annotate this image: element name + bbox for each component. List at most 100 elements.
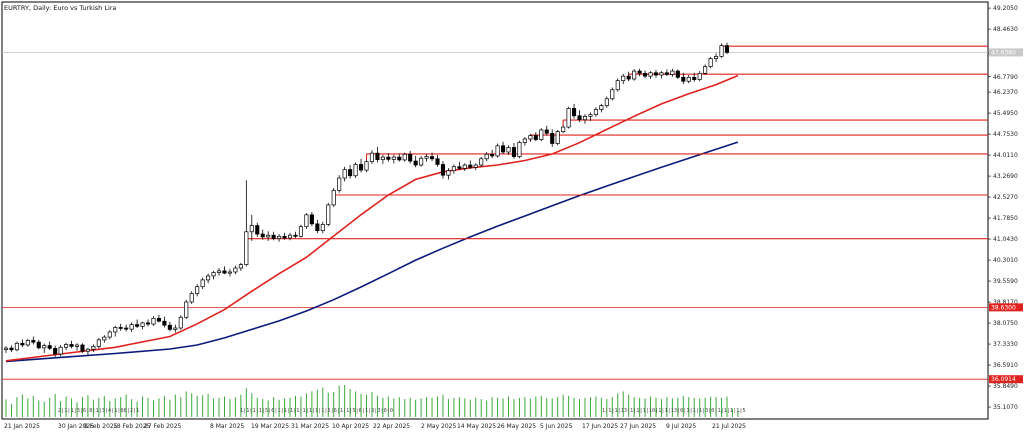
candle-body xyxy=(277,235,282,239)
candle-body xyxy=(544,129,549,134)
candle-body xyxy=(664,72,669,75)
x-tick-label: 5 Jun 2025 xyxy=(540,423,572,430)
x-tick-label: 31 Mar 2025 xyxy=(291,423,329,430)
candle-body xyxy=(36,341,41,349)
candle-body xyxy=(626,75,631,80)
price-tag-box xyxy=(989,48,1023,57)
y-tick-label: 49.2050 xyxy=(993,5,1018,12)
candle-body xyxy=(320,224,325,232)
candle-body xyxy=(200,279,205,288)
candle-body xyxy=(53,348,58,355)
x-tick-label: 21 Jan 2025 xyxy=(4,423,40,430)
candle-body xyxy=(364,161,369,171)
candle-body xyxy=(337,177,342,191)
y-tick-label: 35.8490 xyxy=(993,383,1018,390)
candle-body xyxy=(593,109,598,115)
candle-body xyxy=(566,108,571,128)
candle-body xyxy=(375,152,380,160)
candle-body xyxy=(451,166,456,172)
candle-body xyxy=(440,164,446,176)
candle-body xyxy=(435,158,440,165)
candle-body xyxy=(577,115,582,121)
candle-body xyxy=(102,336,107,341)
candle-body xyxy=(599,105,604,110)
x-tick-label: 2 May 2025 xyxy=(421,423,456,430)
candle-body xyxy=(342,169,347,179)
candle-body xyxy=(424,156,429,159)
candle-body xyxy=(173,327,178,330)
volume-note: 1|1|1|1|5|6|1|1|1|1|1|1|1|1|5|6|1|1|5|6|… xyxy=(240,408,393,414)
candle-body xyxy=(391,156,396,160)
candle-body xyxy=(287,234,293,239)
candle-body xyxy=(331,190,336,206)
candle-body xyxy=(58,346,63,355)
candle-body xyxy=(162,320,167,326)
x-tick-label: 8 Mar 2025 xyxy=(210,423,244,430)
candle-body xyxy=(244,231,249,265)
candle-body xyxy=(511,147,517,157)
x-tick-label: 26 May 2025 xyxy=(497,423,536,430)
candle-body xyxy=(637,70,642,74)
candle-body xyxy=(74,344,80,347)
candle-body xyxy=(462,164,467,169)
candle-body xyxy=(522,138,527,143)
candle-body xyxy=(724,45,730,53)
candle-body xyxy=(675,70,680,78)
candle-body xyxy=(643,72,648,77)
candle-body xyxy=(271,234,276,239)
x-tick-label: 17 Jun 2025 xyxy=(582,423,618,430)
candle-body xyxy=(184,301,189,318)
candle-body xyxy=(430,156,435,160)
candle-body xyxy=(659,72,664,76)
candle-body xyxy=(419,157,424,166)
y-tick-label: 45.4950 xyxy=(993,110,1018,117)
y-tick-label: 42.5270 xyxy=(993,194,1018,201)
candle-body xyxy=(233,267,238,273)
candle-body xyxy=(686,76,691,82)
candle-body xyxy=(484,153,489,160)
candle-body xyxy=(653,72,659,76)
candle-body xyxy=(118,327,123,329)
candle-body xyxy=(211,272,216,277)
x-tick-label: 22 Apr 2025 xyxy=(373,423,410,430)
candle-body xyxy=(615,80,620,91)
candle-body xyxy=(140,322,145,327)
candle-body xyxy=(189,293,194,303)
candle-body xyxy=(528,135,533,140)
candle-body xyxy=(260,233,265,238)
candle-body xyxy=(315,223,320,232)
candle-body xyxy=(9,347,14,351)
x-tick-label: 14 May 2025 xyxy=(457,423,496,430)
y-tick-label: 40.3010 xyxy=(993,257,1018,264)
candle-body xyxy=(64,344,69,348)
candle-body xyxy=(380,156,385,160)
candle-body xyxy=(3,347,9,350)
candle-body xyxy=(80,344,85,352)
candle-body xyxy=(266,234,271,238)
candle-body xyxy=(304,214,309,228)
x-tick-label: 18 Feb 2025 xyxy=(113,423,151,430)
x-tick-label: 27 Feb 2025 xyxy=(144,423,182,430)
candle-body xyxy=(42,345,47,349)
y-tick-label: 43.2690 xyxy=(993,173,1018,180)
candle-body xyxy=(495,145,500,157)
candle-body xyxy=(386,156,391,160)
candle-body xyxy=(96,339,101,347)
price-tag-label: 36.0914 xyxy=(991,376,1016,383)
x-tick-label: 19 Mar 2025 xyxy=(251,423,289,430)
candle-body xyxy=(555,131,560,144)
candle-body xyxy=(135,324,140,327)
candle-body xyxy=(206,275,211,281)
candle-body xyxy=(501,145,506,153)
candle-body xyxy=(107,331,112,338)
candle-body xyxy=(517,142,522,157)
candle-body xyxy=(703,66,708,74)
candle-body xyxy=(714,56,719,59)
candle-body xyxy=(681,76,686,82)
y-tick-label: 35.1070 xyxy=(993,404,1018,411)
candle-body xyxy=(539,129,544,140)
candle-body xyxy=(610,89,615,100)
x-tick-label: 8 Feb 2025 xyxy=(84,423,118,430)
candle-body xyxy=(670,70,675,75)
